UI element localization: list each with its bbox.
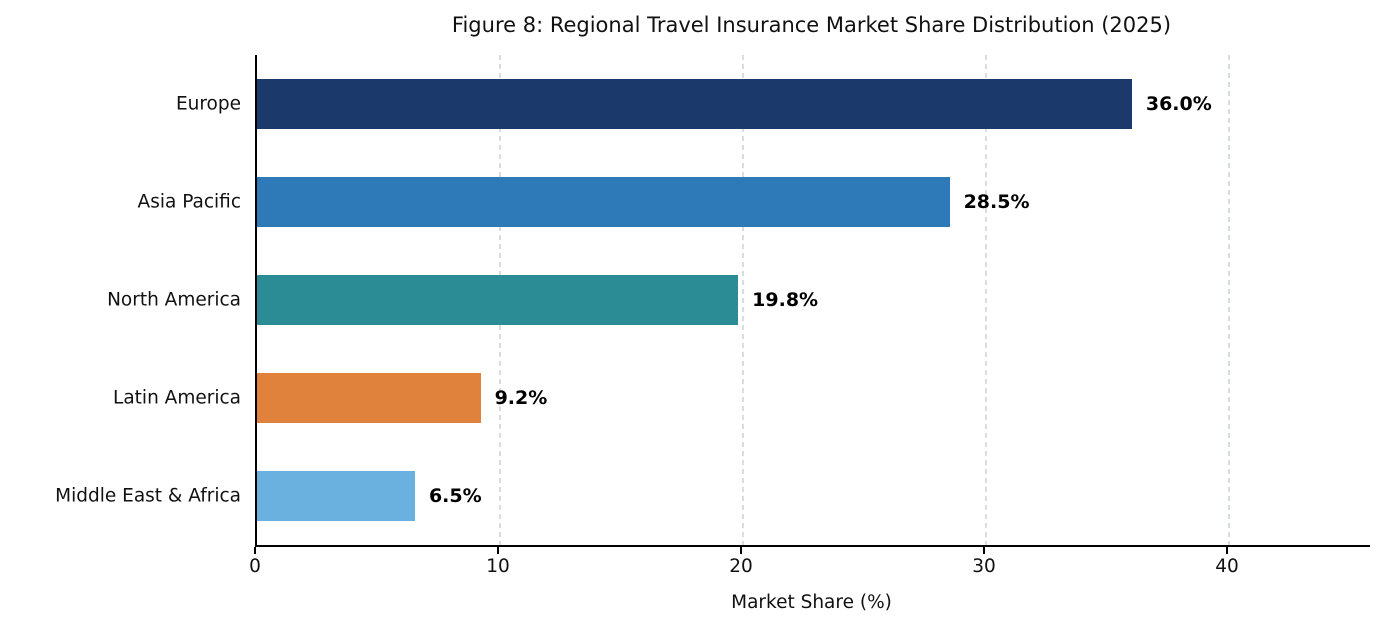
bar-middle-east-africa <box>257 471 415 521</box>
x-tick-label-30: 30 <box>972 556 996 577</box>
x-tick-label-40: 40 <box>1215 556 1239 577</box>
value-label-middle-east-africa: 6.5% <box>428 485 482 507</box>
x-axis-ticks: 0 10 20 30 40 <box>249 547 1368 581</box>
bar-row-europe: Europe 36.0% <box>176 55 1370 153</box>
value-label-latin-america: 9.2% <box>494 387 548 409</box>
value-label-asia-pacific: 28.5% <box>963 191 1030 213</box>
x-tick-mark-40 <box>1226 547 1229 554</box>
x-tick-mark-10 <box>497 547 499 554</box>
category-label-middle-east-africa: Middle East & Africa <box>55 485 241 507</box>
gridline-40 <box>1228 55 1231 545</box>
bar-latin-america <box>257 373 481 423</box>
category-label-north-america: North America <box>107 289 241 311</box>
chart-title: Figure 8: Regional Travel Insurance Mark… <box>451 13 1172 37</box>
x-tick-label-0: 0 <box>249 556 261 577</box>
category-label-asia-pacific: Asia Pacific <box>137 191 241 213</box>
x-tick-mark-0 <box>254 547 256 554</box>
gridline-20 <box>742 55 745 545</box>
bar-rows: Europe 36.0% Asia Pacific 28.5% North Americ… <box>55 55 1370 545</box>
bar-europe <box>257 79 1132 129</box>
value-label-europe: 36.0% <box>1145 93 1212 115</box>
gridline-30 <box>985 55 988 545</box>
x-tick-mark-20 <box>740 547 743 554</box>
x-tick-mark-30 <box>983 547 986 554</box>
x-axis-label: Market Share (%) <box>731 592 892 613</box>
bar-row-middle-east-africa: Middle East & Africa 6.5% <box>55 447 1370 545</box>
plot-area: Europe 36.0% Asia Pacific 28.5% North Americ… <box>55 55 1370 547</box>
value-label-north-america: 19.8% <box>752 289 819 311</box>
bar-row-latin-america: Latin America 9.2% <box>113 349 1370 447</box>
bar-row-asia-pacific: Asia Pacific 28.5% <box>138 153 1370 251</box>
bar-asia-pacific <box>257 177 950 227</box>
category-label-latin-america: Latin America <box>113 387 241 409</box>
bar-row-north-america: North America 19.8% <box>107 251 1370 349</box>
category-label-europe: Europe <box>175 93 241 115</box>
x-tick-label-20: 20 <box>729 556 753 577</box>
bar-north-america <box>257 275 739 325</box>
x-tick-label-10: 10 <box>486 556 510 577</box>
